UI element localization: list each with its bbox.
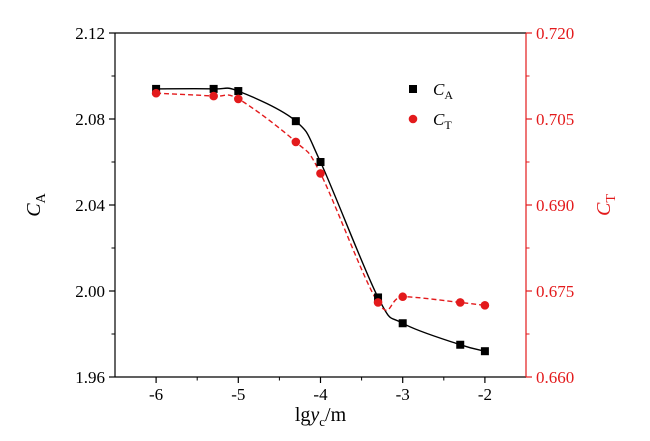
left-y-tick-label: 2.08 (75, 110, 105, 129)
data-point-ca (456, 340, 465, 349)
left-y-tick-label: 2.12 (75, 24, 105, 43)
right-y-tick-label: 0.660 (536, 368, 574, 387)
data-point-ct (291, 137, 301, 147)
data-point-ca (398, 319, 407, 328)
x-tick-label: -6 (149, 385, 163, 404)
x-tick-label: -4 (313, 385, 328, 404)
legend-marker-ct (408, 114, 418, 124)
series-line-ca (156, 87, 486, 352)
data-point-ct (455, 298, 465, 307)
data-point-ct (316, 169, 325, 178)
left-axis-title: CA (23, 192, 49, 216)
series-line-ct (156, 92, 485, 311)
right-y-tick-label: 0.720 (536, 24, 574, 43)
x-tick-label: -3 (396, 385, 410, 404)
legend-label-ct: CT (433, 110, 452, 132)
x-tick-label: -5 (231, 385, 245, 404)
data-point-ca (374, 293, 383, 302)
left-y-tick-label: 2.04 (75, 196, 105, 215)
legend-label-ca: CA (433, 80, 453, 102)
data-point-ct (398, 292, 408, 302)
x-tick-label: -2 (478, 385, 492, 404)
data-point-ct (209, 91, 218, 101)
data-point-ct (234, 94, 243, 104)
right-y-tick-label: 0.675 (536, 282, 574, 301)
right-axis-title: CT (593, 194, 619, 216)
left-y-tick-label: 2.00 (75, 282, 105, 301)
data-point-ca (209, 84, 218, 93)
data-point-ca (291, 117, 300, 126)
legend-marker-ca (409, 85, 417, 93)
right-y-tick-label: 0.705 (536, 110, 574, 129)
x-axis-title: lgyc/m (295, 404, 347, 429)
left-y-tick-label: 1.96 (75, 368, 105, 387)
data-point-ct (373, 298, 383, 307)
data-point-ca (234, 87, 243, 96)
right-y-tick-label: 0.690 (536, 196, 574, 215)
data-point-ca (316, 158, 325, 166)
data-point-ca (480, 347, 489, 356)
data-point-ct (480, 301, 490, 310)
data-point-ct (151, 88, 161, 98)
